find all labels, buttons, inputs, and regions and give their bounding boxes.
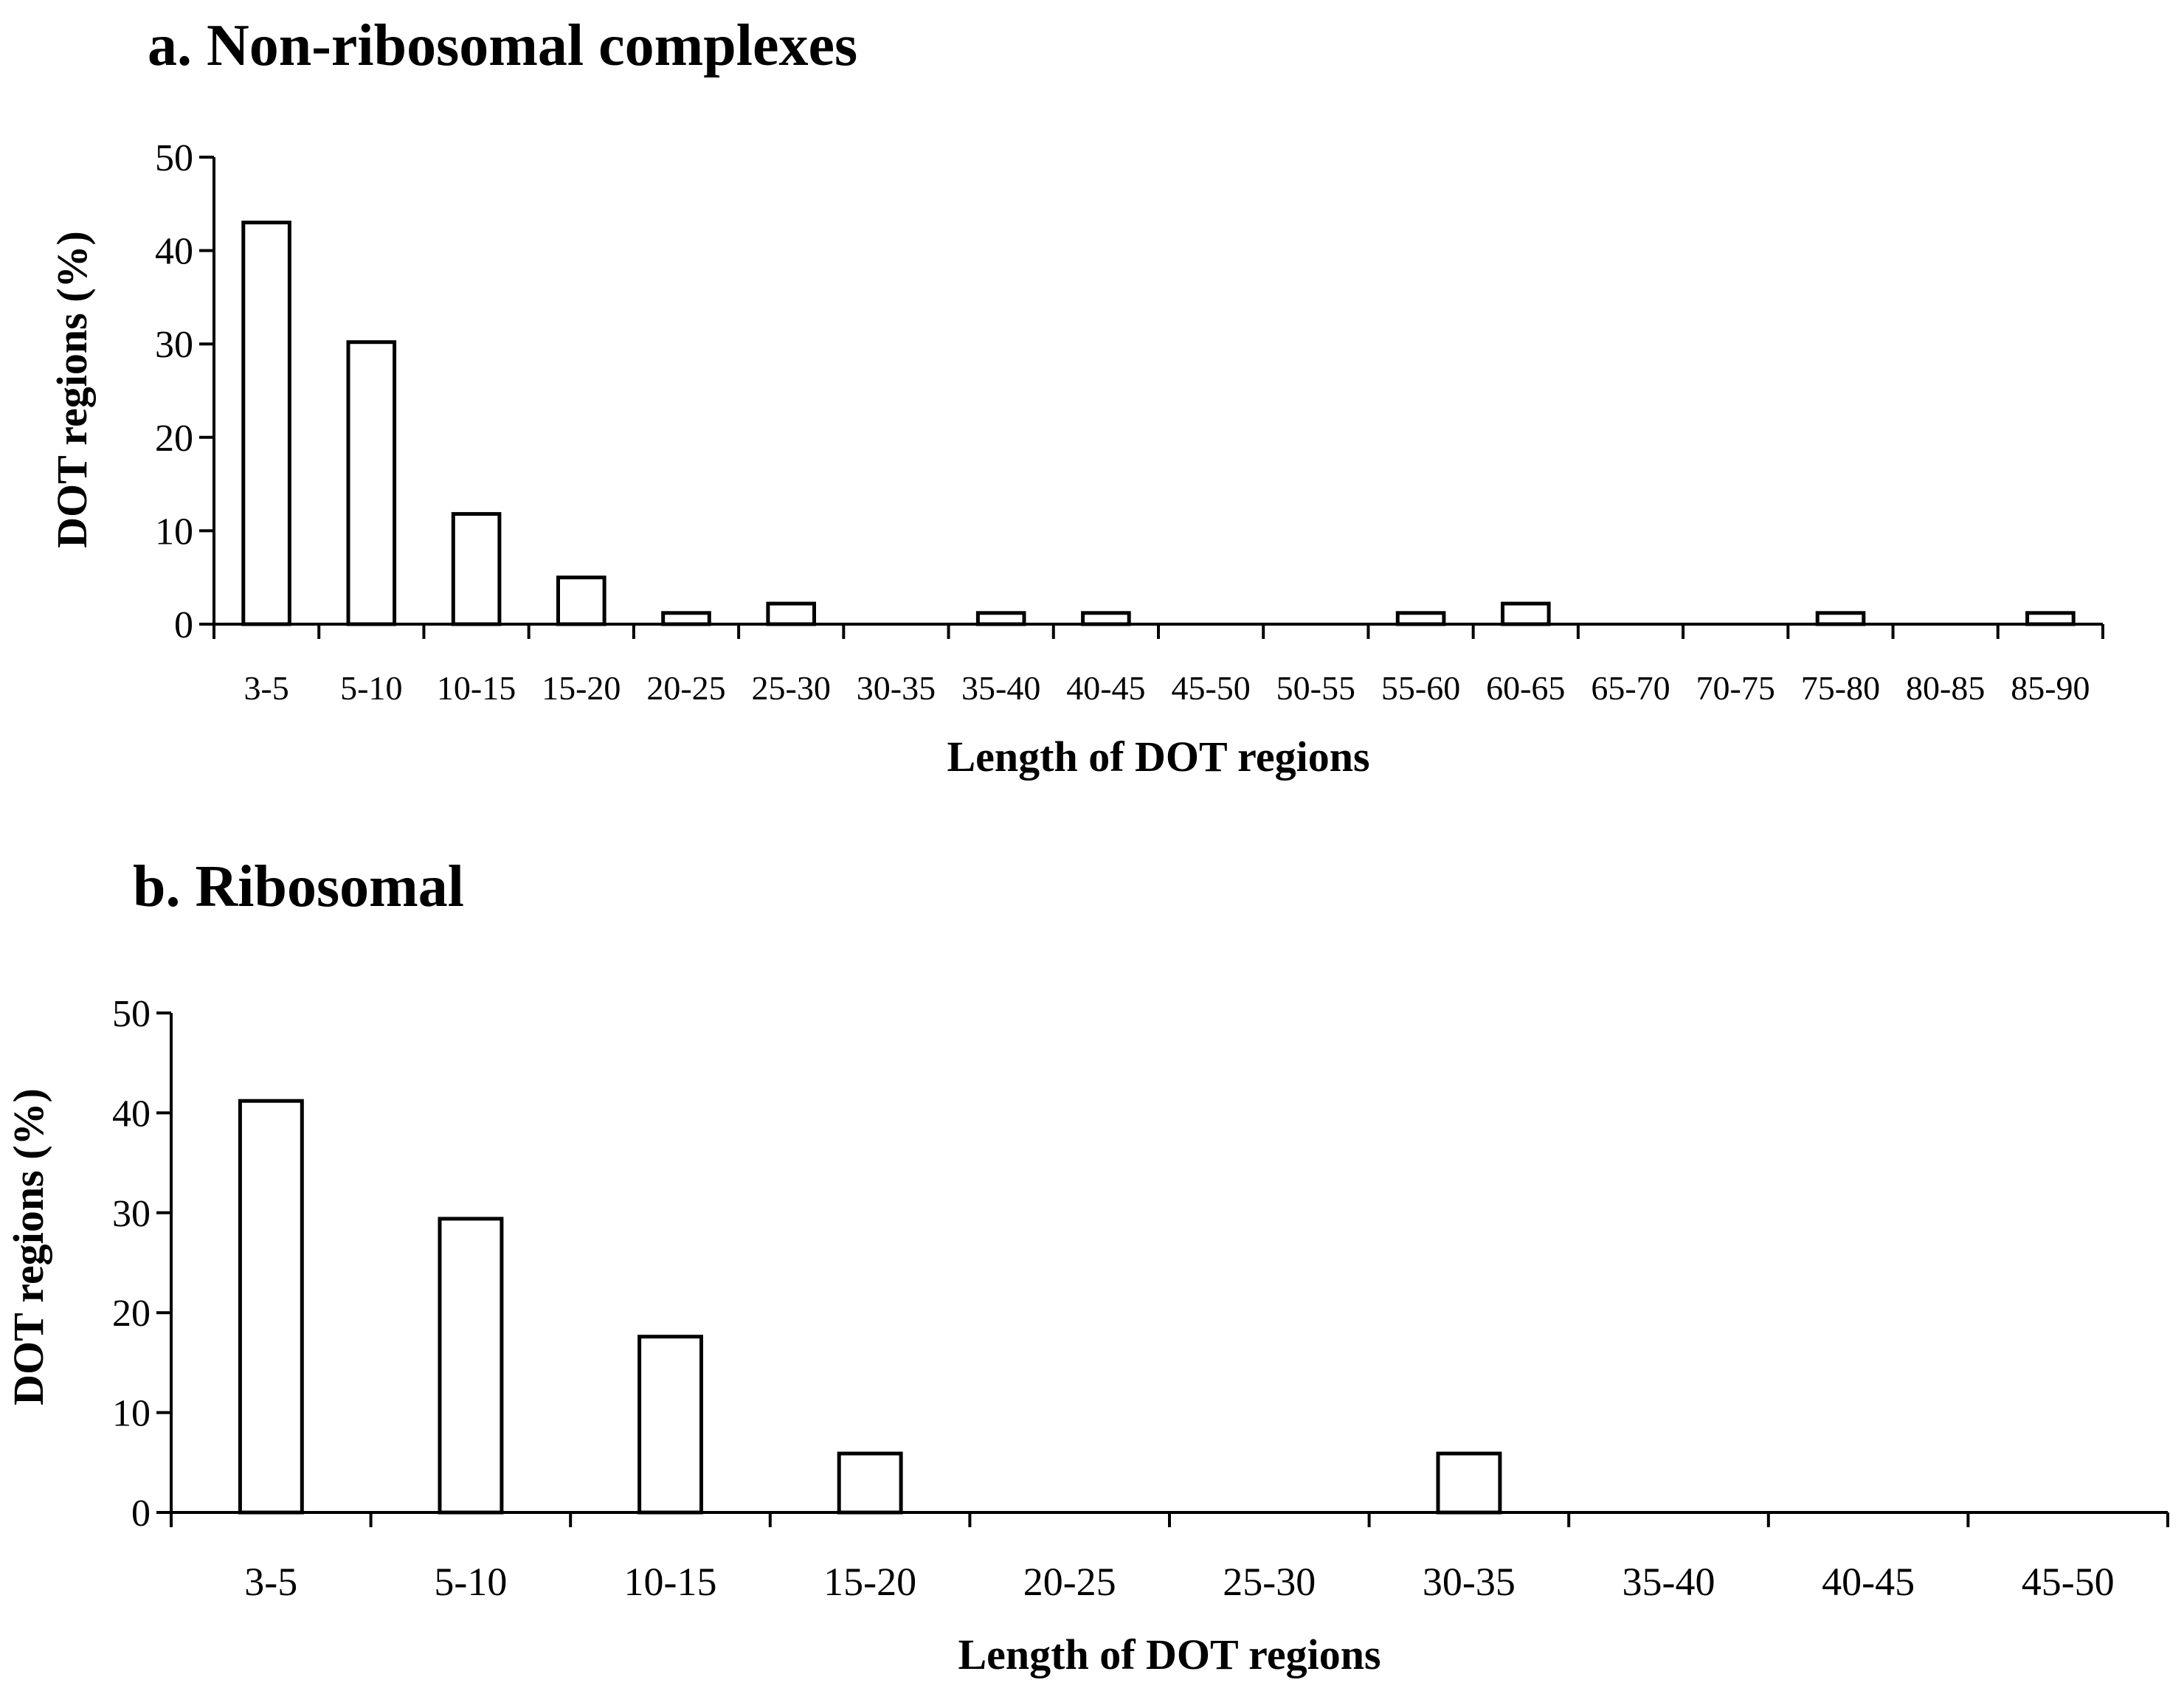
y-tick-label: 50 [155, 137, 193, 179]
x-tick-label: 45-50 [2022, 1560, 2115, 1604]
x-tick-label: 30-35 [1423, 1560, 1516, 1604]
bar-5-10 [346, 340, 397, 626]
x-tick-label: 20-25 [1023, 1560, 1116, 1604]
bar-30-35 [1436, 1451, 1502, 1515]
x-tick-label: 60-65 [1486, 669, 1565, 707]
x-tick-label: 40-45 [1822, 1560, 1915, 1604]
bar-20-25 [661, 611, 711, 626]
x-tick-label: 30-35 [857, 669, 936, 707]
chart-b-axes [156, 1013, 2168, 1514]
x-tick-label: 35-40 [1623, 1560, 1715, 1604]
x-tick-label: 65-70 [1591, 669, 1670, 707]
x-tick-label: 85-90 [2011, 669, 2090, 707]
chart-a-xlabel: Length of DOT regions [947, 733, 1369, 781]
chart-a-title: a. Non-ribosomal complexes [148, 13, 857, 78]
x-tick-label: 10-15 [624, 1560, 717, 1604]
x-tick-label: 3-5 [244, 1560, 297, 1604]
y-tick-label: 40 [155, 231, 193, 273]
chart-b-bars [238, 1099, 1502, 1515]
x-tick-label: 3-5 [243, 669, 288, 707]
chart-ribosomal: b. Ribosomal DOT regions (%) Length of D… [4, 854, 2169, 1678]
x-tick-label: 25-30 [752, 669, 831, 707]
chart-a-y-ticks: 0 10 20 30 40 50 [155, 137, 214, 646]
x-tick-label: 70-75 [1696, 669, 1775, 707]
x-tick-label: 15-20 [823, 1560, 916, 1604]
x-tick-label: 50-55 [1276, 669, 1355, 707]
y-tick-label: 10 [155, 511, 193, 553]
bar-25-30 [766, 601, 817, 626]
x-tick-label: 10-15 [437, 669, 516, 707]
x-tick-label: 55-60 [1381, 669, 1460, 707]
y-tick-label: 40 [112, 1093, 151, 1135]
chart-b-x-ticks: 3-5 5-10 10-15 15-20 20-25 25-30 30-35 35-40 40-… [170, 1512, 2169, 1604]
bar-3-5 [238, 1099, 304, 1515]
bar-55-60 [1395, 611, 1446, 626]
bar-10-15 [637, 1335, 703, 1515]
bar-35-40 [975, 611, 1026, 626]
chart-a-bars [241, 221, 2076, 626]
x-tick-label: 5-10 [434, 1560, 507, 1604]
y-tick-label: 50 [112, 993, 151, 1035]
chart-a-ylabel: DOT regions (%) [48, 231, 96, 548]
bar-15-20 [556, 575, 607, 626]
bar-60-65 [1501, 601, 1551, 626]
y-tick-label: 30 [155, 324, 193, 366]
bar-5-10 [438, 1217, 504, 1515]
y-tick-label: 10 [112, 1393, 151, 1435]
x-tick-label: 45-50 [1171, 669, 1250, 707]
bar-10-15 [451, 512, 502, 626]
chart-a-x-ticks: 3-5 5-10 10-15 15-20 20-25 25-30 30-35 35-40 40-… [212, 624, 2104, 707]
chart-b-ylabel: DOT regions (%) [4, 1088, 52, 1405]
bar-15-20 [837, 1451, 903, 1515]
bar-75-80 [1815, 611, 1866, 626]
x-tick-label: 35-40 [961, 669, 1040, 707]
bar-85-90 [2025, 611, 2076, 626]
y-tick-label: 0 [131, 1493, 151, 1535]
x-tick-label: 75-80 [1801, 669, 1880, 707]
x-tick-label: 80-85 [1906, 669, 1985, 707]
x-tick-label: 15-20 [542, 669, 621, 707]
chart-b-y-ticks: 0 10 20 30 40 50 [112, 993, 171, 1535]
chart-non-ribosomal: a. Non-ribosomal complexes DOT regions (… [48, 13, 2104, 781]
bar-40-45 [1081, 611, 1131, 626]
x-tick-label: 5-10 [340, 669, 402, 707]
y-tick-label: 0 [174, 604, 193, 646]
chart-b-xlabel: Length of DOT regions [958, 1631, 1380, 1678]
x-tick-label: 20-25 [646, 669, 725, 707]
chart-a-axes [199, 157, 2103, 626]
bar-3-5 [241, 221, 291, 626]
x-tick-label: 40-45 [1066, 669, 1145, 707]
y-tick-label: 20 [112, 1293, 151, 1335]
x-tick-label: 25-30 [1223, 1560, 1316, 1604]
y-tick-label: 20 [155, 418, 193, 460]
y-tick-label: 30 [112, 1193, 151, 1235]
chart-b-title: b. Ribosomal [133, 854, 464, 919]
